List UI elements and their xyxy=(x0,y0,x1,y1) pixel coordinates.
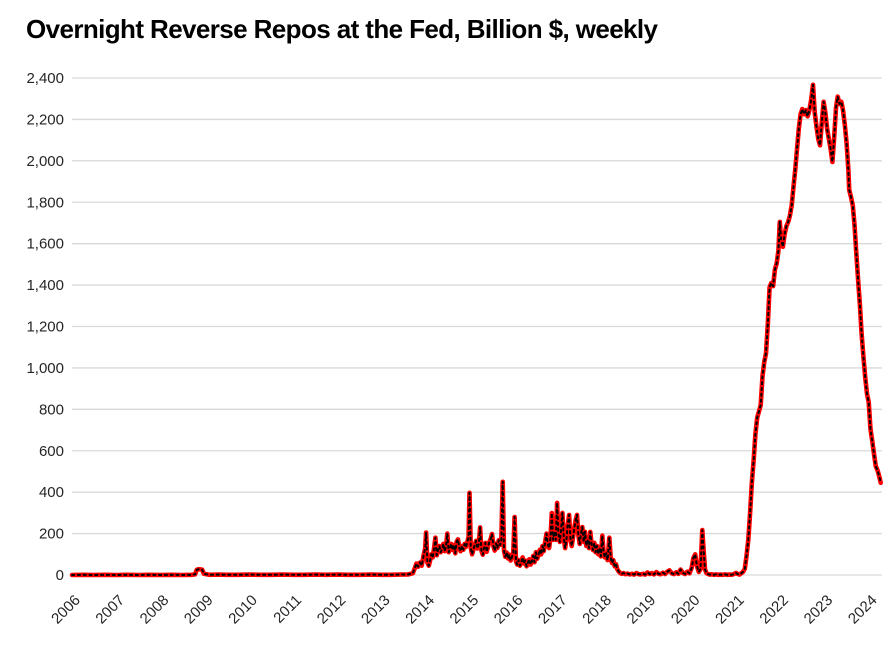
x-tick-label: 2021 xyxy=(712,592,748,628)
y-tick-label: 200 xyxy=(39,526,64,543)
y-tick-label: 1,600 xyxy=(26,236,64,253)
x-tick-label: 2016 xyxy=(491,592,527,628)
x-tick-label: 2008 xyxy=(137,592,173,628)
series-markers-overnight-reverse-repos xyxy=(71,83,882,576)
x-tick-label: 2023 xyxy=(801,592,837,628)
y-tick-label: 1,800 xyxy=(26,194,64,211)
x-tick-label: 2024 xyxy=(845,592,881,628)
y-tick-label: 2,000 xyxy=(26,153,64,170)
x-tick-label: 2022 xyxy=(756,592,792,628)
y-tick-label: 2,400 xyxy=(26,70,64,87)
y-tick-label: 2,200 xyxy=(26,111,64,128)
x-tick-label: 2017 xyxy=(535,592,571,628)
series-line-overnight-reverse-repos xyxy=(69,82,883,578)
y-tick-label: 1,000 xyxy=(26,360,64,377)
x-tick-label: 2018 xyxy=(579,592,615,628)
x-tick-label: 2020 xyxy=(668,592,704,628)
x-tick-label: 2010 xyxy=(225,592,261,628)
x-tick-label: 2009 xyxy=(181,592,217,628)
x-tick-label: 2014 xyxy=(402,592,438,628)
x-tick-label: 2012 xyxy=(314,592,350,628)
x-tick-label: 2015 xyxy=(447,592,483,628)
y-tick-label: 0 xyxy=(56,567,64,584)
y-tick-label: 600 xyxy=(39,443,64,460)
x-tick-label: 2007 xyxy=(92,592,128,628)
y-tick-label: 1,400 xyxy=(26,277,64,294)
x-tick-label: 2011 xyxy=(270,592,305,627)
y-tick-label: 800 xyxy=(39,401,64,418)
y-tick-label: 1,200 xyxy=(26,319,64,336)
chart-title: Overnight Reverse Repos at the Fed, Bill… xyxy=(26,14,658,44)
x-tick-label: 2006 xyxy=(48,592,84,628)
y-tick-label: 400 xyxy=(39,484,64,501)
x-tick-label: 2019 xyxy=(624,592,660,628)
x-tick-label: 2013 xyxy=(358,592,394,628)
